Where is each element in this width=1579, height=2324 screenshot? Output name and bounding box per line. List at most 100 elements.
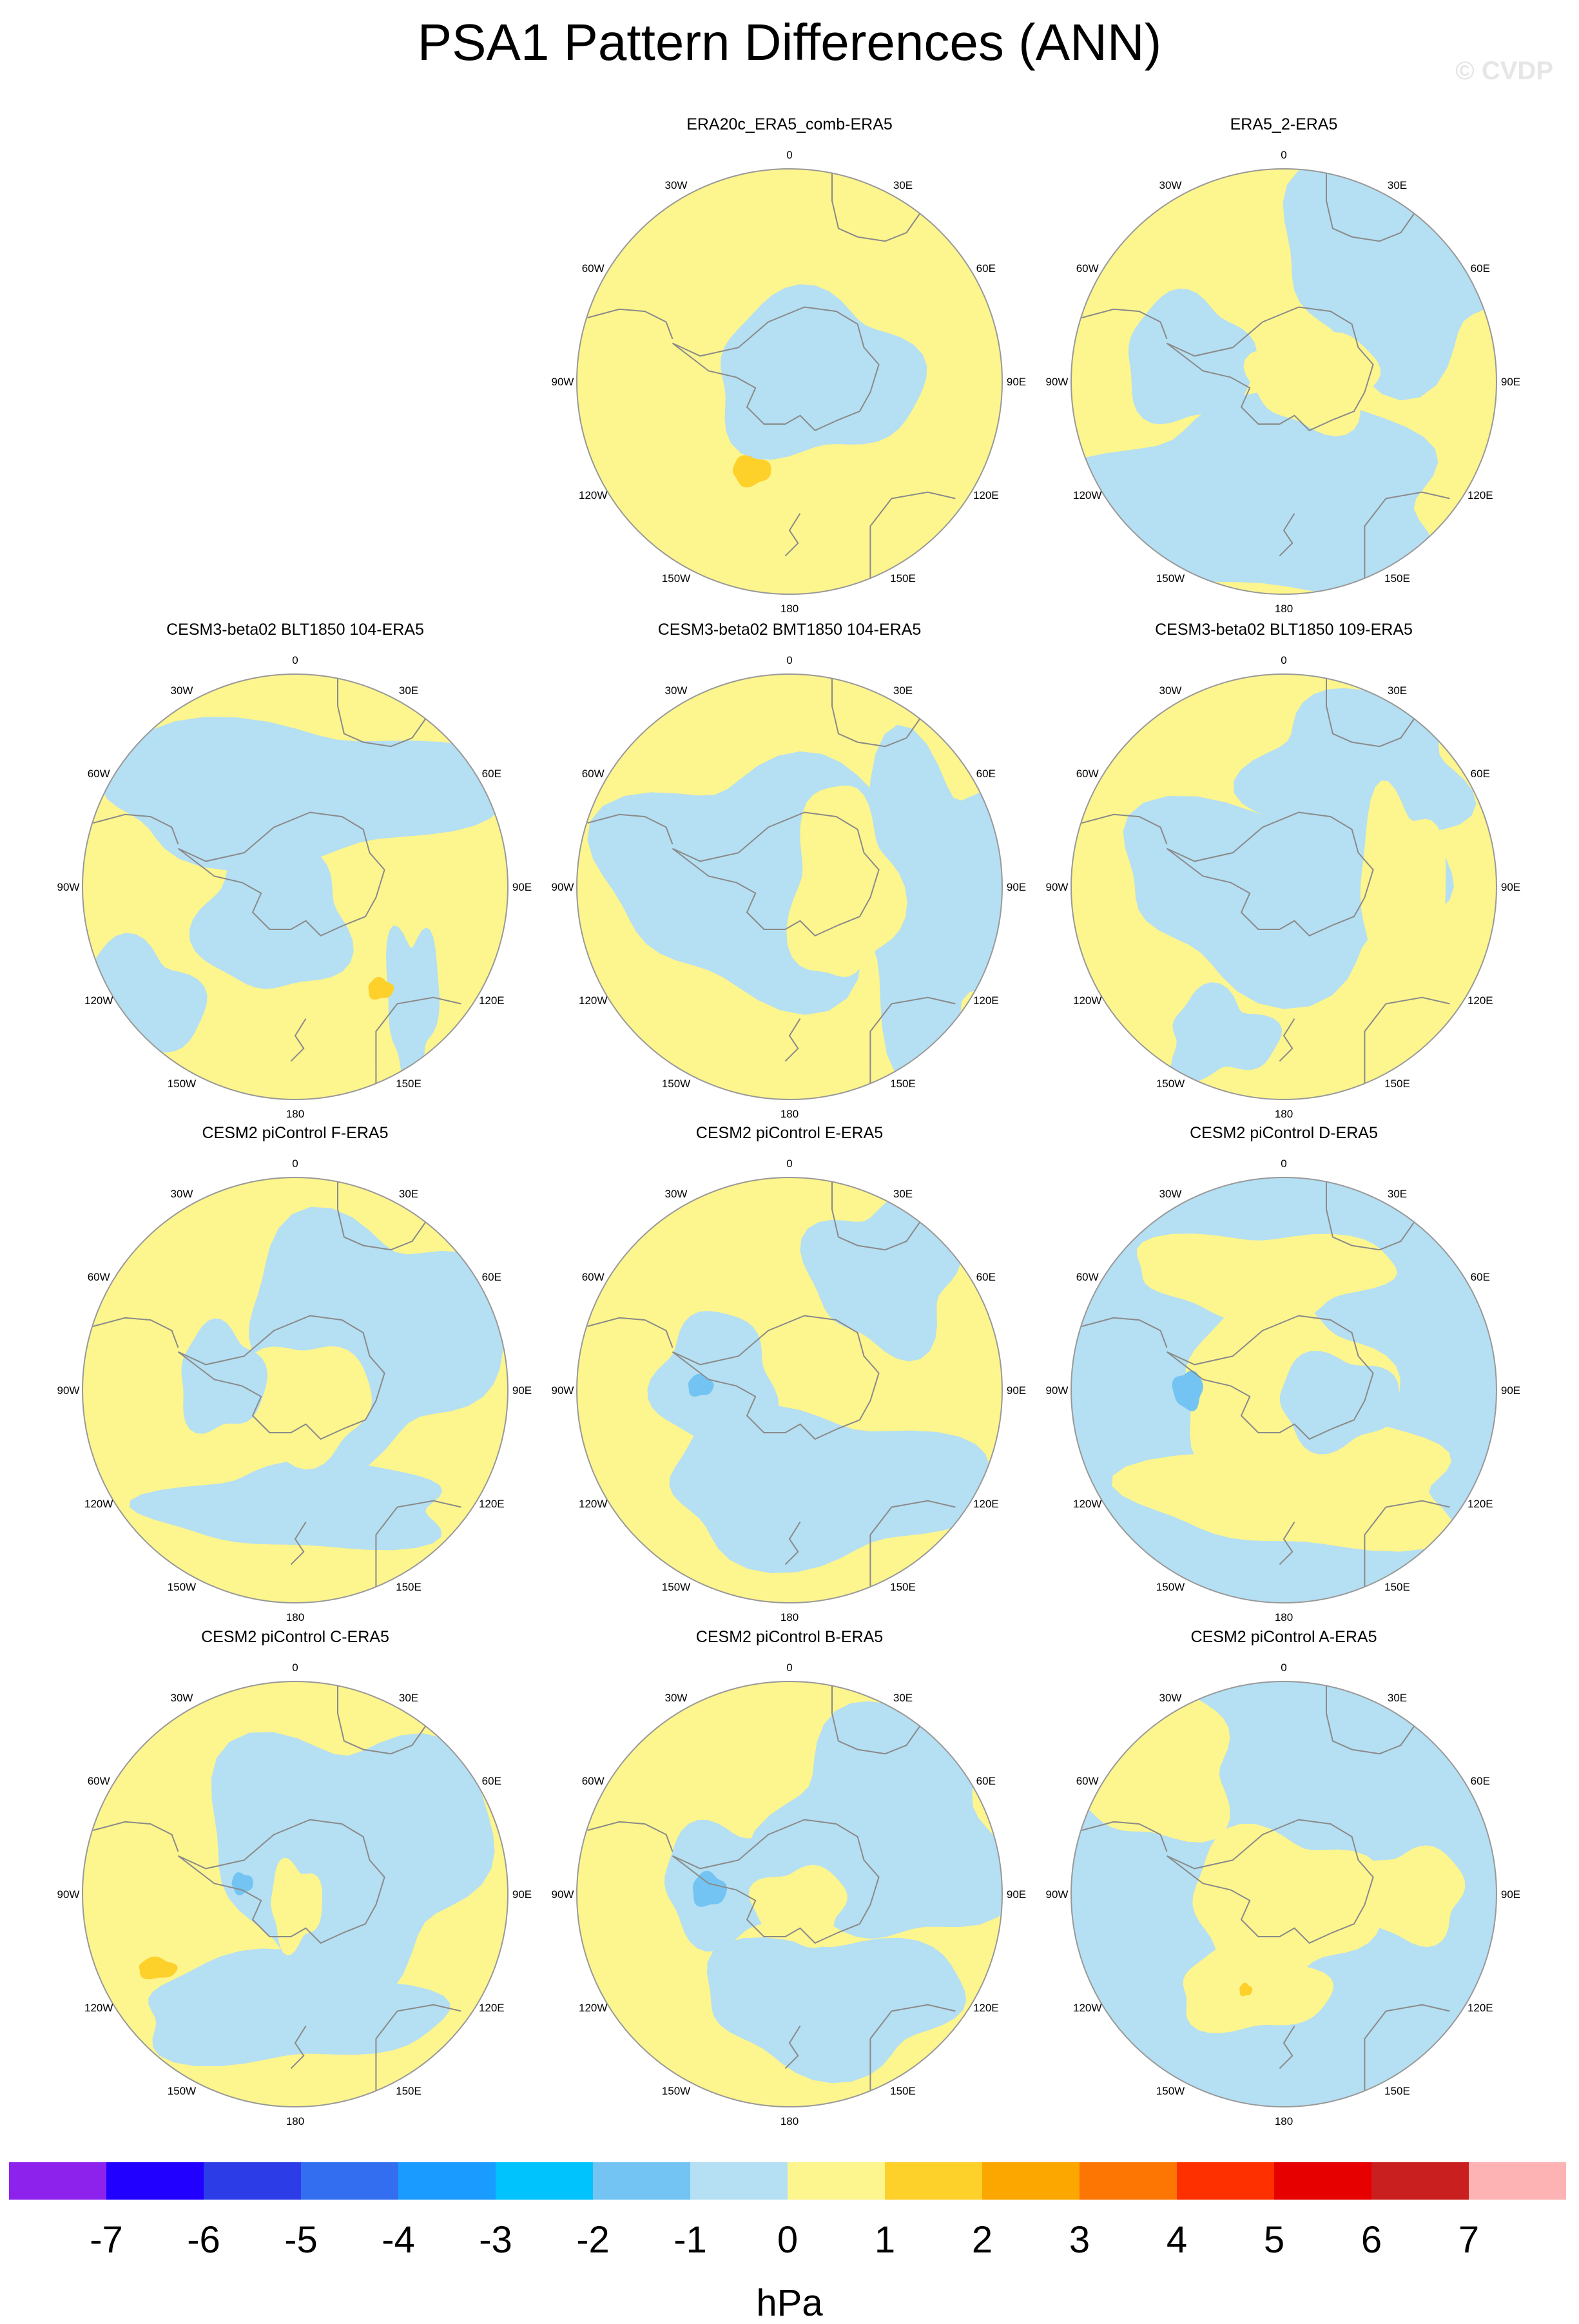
antarctica-coastline	[1166, 1819, 1374, 1944]
panel-title: CESM3-beta02 BLT1850 109-ERA5	[1155, 621, 1413, 639]
map-panel: ERA20c_ERA5_comb-ERA5 0 30E 60E 90E 120E 150E 1…	[545, 115, 1034, 615]
longitude-label: 30E	[1388, 1692, 1407, 1704]
longitude-label: 90W	[552, 1888, 574, 1901]
longitude-label: 0	[292, 1661, 298, 1674]
coastline	[1326, 1177, 1417, 1251]
longitude-label: 150E	[396, 1581, 421, 1593]
map-border	[82, 1177, 509, 1603]
longitude-label: 120W	[1073, 994, 1101, 1007]
longitude-label: 120W	[579, 2002, 607, 2014]
longitude-label: 150W	[1156, 1581, 1185, 1593]
longitude-label: 120E	[1468, 1498, 1493, 1510]
coastline	[93, 1317, 179, 1348]
antarctica-coastline	[1166, 1315, 1374, 1440]
colorbar-swatch	[496, 2162, 594, 2200]
coastline	[375, 1500, 461, 1593]
longitude-label: 30W	[171, 684, 193, 697]
longitude-label: 0	[786, 149, 792, 161]
map-panel: CESM2 piControl F-ERA5 0 30E 60E 90E 120E 150E…	[50, 1123, 540, 1623]
anomaly-contour	[1360, 780, 1446, 1024]
colorbar-swatch	[1177, 2162, 1275, 2200]
longitude-label: 0	[786, 1661, 792, 1674]
longitude-label: 90E	[512, 1384, 532, 1397]
anomaly-contour	[669, 1404, 990, 1574]
longitude-label: 0	[292, 1157, 298, 1170]
longitude-label: 180	[286, 1611, 304, 1623]
polar-map: 0 30E 60E 90E 120E 150E 180 150W 120W 90W 60W 30W	[57, 654, 532, 1120]
longitude-label: 120W	[84, 1498, 113, 1510]
coastline	[831, 1681, 922, 1755]
longitude-label: 90W	[57, 881, 80, 893]
longitude-label: 120W	[1073, 2002, 1101, 2014]
longitude-label: 90E	[1501, 1888, 1520, 1901]
panel-title: CESM2 piControl E-ERA5	[695, 1124, 884, 1142]
colorbar-tick-label: -4	[382, 2219, 415, 2261]
longitude-label: 120E	[1468, 994, 1493, 1007]
anomaly-contour	[732, 455, 771, 488]
map-border	[82, 673, 509, 1100]
longitude-label: 60E	[976, 768, 996, 780]
longitude-label: 60W	[88, 1775, 110, 1787]
longitude-label: 90W	[1046, 376, 1069, 388]
longitude-label: 150E	[890, 572, 916, 585]
longitude-label: 60E	[482, 768, 501, 780]
longitude-label: 60E	[1471, 768, 1490, 780]
longitude-label: 120E	[479, 994, 505, 1007]
longitude-label: 30E	[893, 684, 913, 697]
anomaly-contour	[707, 1937, 967, 2084]
longitude-label: 30W	[1159, 1188, 1182, 1200]
anomaly-contour	[1233, 688, 1477, 840]
longitude-label: 150E	[396, 1078, 421, 1090]
longitude-label: 150E	[1384, 1078, 1410, 1090]
longitude-label: 30W	[665, 684, 688, 697]
longitude-label: 120W	[579, 489, 607, 501]
longitude-label: 90E	[1007, 1888, 1026, 1901]
coastline	[290, 2026, 307, 2069]
anomaly-contour	[244, 1346, 373, 1470]
longitude-label: 60E	[976, 1775, 996, 1787]
longitude-label: 90E	[512, 881, 532, 893]
coastline	[337, 1177, 428, 1251]
colorbar-tick-label: 3	[1069, 2219, 1090, 2261]
polar-map: 0 30E 60E 90E 120E 150E 180 150W 120W 90W 60W 30W	[552, 149, 1027, 615]
map-panel: CESM2 piControl B-ERA5 0 30E 60E 90E 120E 150E…	[545, 1627, 1034, 2127]
coastline	[784, 1522, 801, 1565]
longitude-label: 30E	[893, 1692, 913, 1704]
coastline	[869, 491, 956, 584]
polar-map: 0 30E 60E 90E 120E 150E 180 150W 120W 90W 60W 30W	[552, 1661, 1027, 2127]
longitude-label: 150W	[1156, 1078, 1185, 1090]
longitude-label: 120E	[973, 2002, 999, 2014]
coastline	[869, 996, 956, 1089]
longitude-label: 30W	[1159, 684, 1182, 697]
antarctica-coastline	[672, 306, 880, 432]
colorbar-tick-label: -1	[673, 2219, 707, 2261]
map-border	[1070, 1177, 1497, 1603]
longitude-label: 0	[1281, 1157, 1286, 1170]
coastline	[290, 1522, 307, 1565]
longitude-label: 60E	[976, 262, 996, 275]
anomaly-contour	[1172, 1370, 1203, 1411]
longitude-label: 60E	[1471, 262, 1490, 275]
map-border	[576, 673, 1003, 1100]
coastline	[1326, 674, 1417, 748]
coastline	[1364, 996, 1450, 1089]
colorbar-swatch	[301, 2162, 399, 2200]
coastline	[1279, 513, 1295, 557]
longitude-label: 150W	[168, 1078, 196, 1090]
longitude-label: 60E	[1471, 1271, 1490, 1283]
antarctica-coastline	[177, 1819, 385, 1944]
coastline	[587, 813, 673, 845]
longitude-label: 90E	[512, 1888, 532, 1901]
anomaly-contour	[181, 1318, 267, 1434]
panel-title: CESM2 piControl A-ERA5	[1190, 1628, 1377, 1646]
anomaly-contour	[189, 838, 354, 989]
map-panel: CESM3-beta02 BLT1850 109-ERA5 0 30E 60E 90E 1…	[1039, 620, 1529, 1120]
longitude-label: 30W	[171, 1692, 193, 1704]
longitude-label: 60W	[1076, 262, 1099, 275]
longitude-label: 120E	[479, 2002, 505, 2014]
colorbar-swatch	[1469, 2162, 1566, 2200]
colorbar-swatch	[788, 2162, 886, 2200]
longitude-label: 30W	[665, 1188, 688, 1200]
coastline	[1326, 1681, 1417, 1755]
colorbar-swatch	[885, 2162, 983, 2200]
